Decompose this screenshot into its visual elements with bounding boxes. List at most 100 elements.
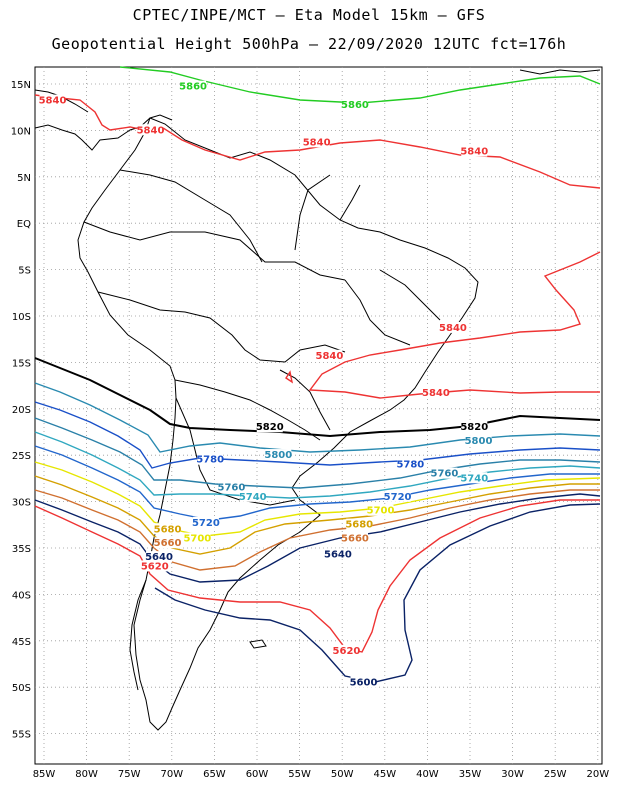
latitude-labels: 15N 10N 5N EQ 5S 10S 15S 20S 25S 30S 35S 40S 45S 50S 5… [11,80,31,741]
contour-label-text: 5840 [460,147,488,158]
map-frame [34,66,603,765]
contour-label-5680: 5680 [154,523,182,535]
contour-label-5840: 5840 [460,145,488,158]
contour-label-5780: 5780 [396,458,424,470]
title-line-2: Geopotential Height 500hPa – 22/09/2020 … [51,35,567,53]
lat-label: 20S [12,405,31,416]
contour-label-5660: 5660 [154,537,181,549]
contour-5640 [34,493,601,583]
border-bolivia [97,291,346,363]
contour-label-bg [422,386,449,398]
contour-5760 [34,417,601,489]
contour-label-bg [461,421,488,433]
contour-label-text: 5840 [39,96,67,107]
contour-label-text: 5840 [303,137,331,148]
contour-label-5720: 5720 [384,490,412,503]
contour-label-5820: 5820 [460,421,488,433]
contour-label-5860: 5860 [341,99,369,111]
contour-label-text: 5740 [460,473,488,484]
border-french-guiana [339,184,361,221]
contour-label-text: 5720 [192,518,220,529]
contour-label-5600: 5600 [350,676,378,688]
contour-label-5660: 5660 [341,532,369,545]
lat-label: 50S [12,683,31,694]
lat-label: 25S [12,451,31,462]
contour-label-text: 5740 [239,492,267,503]
contour-label-5820: 5820 [256,421,284,433]
coast-falklands [249,639,267,649]
contour-label-5840: 5840 [315,349,343,362]
contour-label-text: 5780 [396,459,424,470]
border-brazil-states [379,269,441,321]
contour-label-bg [239,490,266,502]
lat-label: 5N [17,173,31,184]
contour-5780 [34,401,601,469]
contour-label-5760: 5760 [431,467,459,480]
contour-label-text: 5840 [315,351,343,362]
contour-label-bg [397,458,424,470]
contour-label-bg [333,644,360,656]
contour-5660 [34,489,600,571]
contour-label-5620: 5620 [141,560,169,572]
border-colombia-venezuela [119,169,263,263]
contour-label-text: 5680 [154,524,182,535]
contour-label-5700: 5700 [183,532,211,545]
contour-label-bg [439,321,466,333]
lon-label: 60W [246,769,269,780]
contour-5740 [34,431,601,499]
contour-label-bg [218,481,245,493]
contour-5820 [34,357,601,438]
contour-label-text: 5600 [350,677,378,688]
coast-south-america [77,117,479,731]
contour-label-bg [197,453,224,465]
contour-label-text: 5680 [345,520,373,531]
contour-label-bg [154,537,181,549]
contour-label-5840: 5840 [422,386,450,399]
contour-label-bg [431,467,458,479]
contour-label-bg [465,435,492,447]
lon-label: 55W [288,769,311,780]
contour-label-5620: 5620 [333,644,360,657]
contour-label-bg [461,145,488,157]
lon-label: 35W [459,769,482,780]
contour-label-bg [350,676,377,688]
contour-label-text: 5760 [431,469,459,480]
contour-5860 [119,66,601,104]
contour-label-bg [341,99,368,111]
contour-label-bg [265,449,292,461]
contour-label-5700: 5700 [367,504,394,517]
lat-label: 35S [12,544,31,555]
lat-label: 15S [12,358,31,369]
contour-label-text: 5640 [145,552,173,563]
lon-label: 80W [75,769,98,780]
contour-5700 [34,461,601,537]
contour-5840-closed [285,370,294,384]
contour-label-5640: 5640 [324,548,352,560]
contour-label-text: 5800 [465,436,493,447]
contour-label-text: 5720 [384,492,412,503]
contours [34,66,601,683]
lat-label: 55S [12,730,31,741]
contour-label-text: 5860 [179,82,207,93]
contour-label-5780: 5780 [196,453,224,466]
coast-caribbean-islands [519,69,601,75]
contour-label-bg [367,504,394,516]
lon-label: 40W [416,769,439,780]
lat-label: 10N [11,126,31,137]
lon-label: 30W [501,769,524,780]
lat-label: 15N [11,80,31,91]
contour-label-5860: 5860 [179,80,207,93]
contour-label-bg [180,80,207,92]
lon-label: 75W [118,769,141,780]
contour-label-text: 5820 [256,422,284,433]
contour-label-5800: 5800 [264,449,292,461]
contour-5620 [34,499,600,653]
border-paraguay [174,379,321,441]
contour-label-text: 5840 [439,323,467,334]
contour-label-text: 5700 [183,534,211,545]
contour-label-bg [256,421,283,433]
lon-label: 85W [33,769,56,780]
contour-label-text: 5840 [137,125,165,136]
contour-label-text: 5660 [341,534,369,545]
